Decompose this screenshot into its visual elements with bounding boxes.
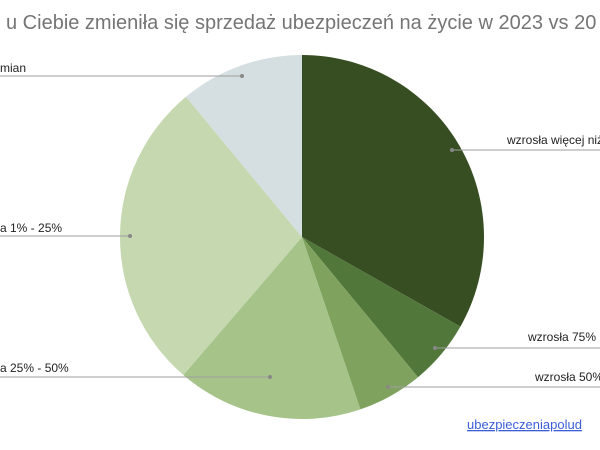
leader-dot bbox=[128, 234, 132, 238]
pie-slice bbox=[120, 96, 302, 376]
slice-label: a 25% - 50% bbox=[0, 361, 69, 375]
leader-dot bbox=[268, 375, 272, 379]
chart-title: u Ciebie zmieniła się sprzedaż ubezpiecz… bbox=[6, 12, 596, 34]
slice-label: mian bbox=[0, 61, 26, 75]
slice-label: wzrosła więcej niż bbox=[506, 133, 600, 147]
source-link[interactable]: ubezpieczeniapolud bbox=[467, 417, 582, 432]
pie-slice bbox=[302, 237, 461, 378]
pie-slice bbox=[302, 237, 419, 410]
pie-slice bbox=[185, 55, 302, 237]
pie-slice bbox=[302, 55, 484, 327]
slice-label: wzrosła 75% bbox=[527, 330, 596, 344]
leader-dot bbox=[450, 148, 454, 152]
leader-dot bbox=[386, 385, 390, 389]
leader-dot bbox=[240, 74, 244, 78]
slice-label: wzrosła 50% bbox=[534, 370, 600, 384]
pie-slice bbox=[183, 237, 361, 419]
slice-label: a 1% - 25% bbox=[0, 221, 62, 235]
leader-dot bbox=[433, 346, 437, 350]
